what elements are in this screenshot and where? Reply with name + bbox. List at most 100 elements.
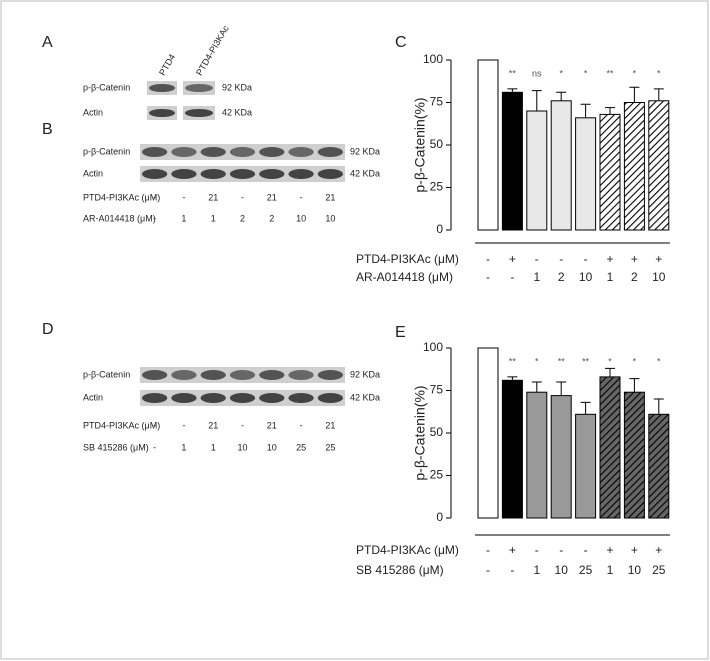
bar <box>599 113 621 231</box>
condition-label: PTD4-PI3KAc (μM) <box>356 543 459 557</box>
bar <box>477 347 499 519</box>
y-tick-label: 75 <box>430 95 444 109</box>
y-axis-label: p-β-Catenin(%) <box>412 97 428 192</box>
error-bar <box>507 376 518 381</box>
condition-value: 1 <box>533 270 540 284</box>
significance-label: ** <box>509 68 517 78</box>
blot-size-label: 92 KDa <box>222 82 252 92</box>
condition-value: + <box>655 543 662 557</box>
condition-value: 25 <box>579 563 593 577</box>
blot-size-label: 42 KDa <box>222 107 252 117</box>
condition-value: 10 <box>237 442 247 452</box>
condition-value: - <box>584 543 588 557</box>
bar <box>648 413 670 519</box>
error-bar <box>605 107 615 115</box>
condition-value: 2 <box>558 270 565 284</box>
panel-label: C <box>395 34 407 51</box>
blot-band <box>229 147 256 157</box>
panel-label: A <box>42 34 53 51</box>
condition-value: - <box>535 543 539 557</box>
condition-value: 1 <box>211 442 216 452</box>
condition-value: - <box>486 543 490 557</box>
condition-value: - <box>486 270 490 284</box>
blot-band <box>288 147 314 157</box>
blot-row-label: Actin <box>83 392 103 402</box>
bar <box>550 395 572 519</box>
blot-size-label: 42 KDa <box>350 168 380 178</box>
panel-label: B <box>42 121 53 138</box>
condition-value: - <box>153 442 156 452</box>
condition-value: - <box>584 252 588 266</box>
condition-value: + <box>606 543 613 557</box>
condition-value: 21 <box>325 420 335 430</box>
condition-value: 10 <box>325 213 335 223</box>
error-bar <box>629 86 640 103</box>
condition-value: 21 <box>208 192 218 202</box>
error-bar <box>531 90 542 111</box>
bar <box>526 391 548 519</box>
condition-label: AR-A014418 (μM) <box>356 270 453 284</box>
blot-band <box>149 109 175 117</box>
blot-band <box>229 169 256 179</box>
significance-label: ** <box>558 356 566 366</box>
blot-band <box>142 370 168 380</box>
blot-band <box>185 84 213 92</box>
panel-label: E <box>395 324 406 341</box>
blot-band <box>259 370 285 380</box>
condition-value: 1 <box>607 563 614 577</box>
condition-label: PTD4-PI3KAc (μM) <box>356 252 459 266</box>
bar <box>575 413 597 519</box>
condition-value: - <box>486 252 490 266</box>
blot-band <box>317 147 343 157</box>
condition-label: AR-A014418 (μM) <box>83 213 156 223</box>
condition-value: 10 <box>579 270 593 284</box>
blot-row-label: Actin <box>83 107 103 117</box>
bar <box>501 379 523 519</box>
significance-label: * <box>657 68 661 78</box>
condition-value: - <box>241 192 244 202</box>
blot-band <box>171 147 197 157</box>
blot-band <box>200 393 226 403</box>
error-bar <box>653 88 664 101</box>
bar <box>526 110 548 231</box>
y-axis-label: p-β-Catenin(%) <box>412 385 428 480</box>
condition-value: - <box>559 252 563 266</box>
bar <box>599 376 621 519</box>
condition-value: + <box>606 252 613 266</box>
significance-label: ns <box>532 68 542 78</box>
blot-band <box>259 393 285 403</box>
significance-label: * <box>608 356 612 366</box>
condition-value: + <box>631 543 638 557</box>
condition-value: - <box>559 543 563 557</box>
error-bar <box>507 88 518 93</box>
condition-value: 21 <box>208 420 218 430</box>
blot-row-label: Actin <box>83 168 103 178</box>
significance-label: ** <box>582 356 590 366</box>
condition-value: 1 <box>211 213 216 223</box>
condition-value: 10 <box>628 563 642 577</box>
y-tick-label: 50 <box>430 137 444 151</box>
blot-band <box>317 393 343 403</box>
condition-value: + <box>509 543 516 557</box>
y-tick-label: 25 <box>430 180 444 194</box>
condition-value: 2 <box>269 213 274 223</box>
condition-value: 10 <box>296 213 306 223</box>
condition-value: - <box>182 420 185 430</box>
significance-label: ** <box>606 68 614 78</box>
significance-label: * <box>535 356 539 366</box>
condition-value: - <box>510 270 514 284</box>
condition-value: 25 <box>652 563 666 577</box>
condition-value: - <box>153 420 156 430</box>
bar <box>550 100 572 231</box>
error-bar <box>605 367 615 377</box>
condition-value: - <box>182 192 185 202</box>
y-tick-label: 0 <box>436 510 443 524</box>
blot-band <box>171 393 197 403</box>
condition-value: + <box>655 252 662 266</box>
condition-value: 2 <box>240 213 245 223</box>
error-bar <box>556 381 567 396</box>
y-tick-label: 25 <box>430 468 444 482</box>
condition-value: 21 <box>325 192 335 202</box>
blot-band <box>185 109 213 117</box>
condition-value: - <box>300 420 303 430</box>
